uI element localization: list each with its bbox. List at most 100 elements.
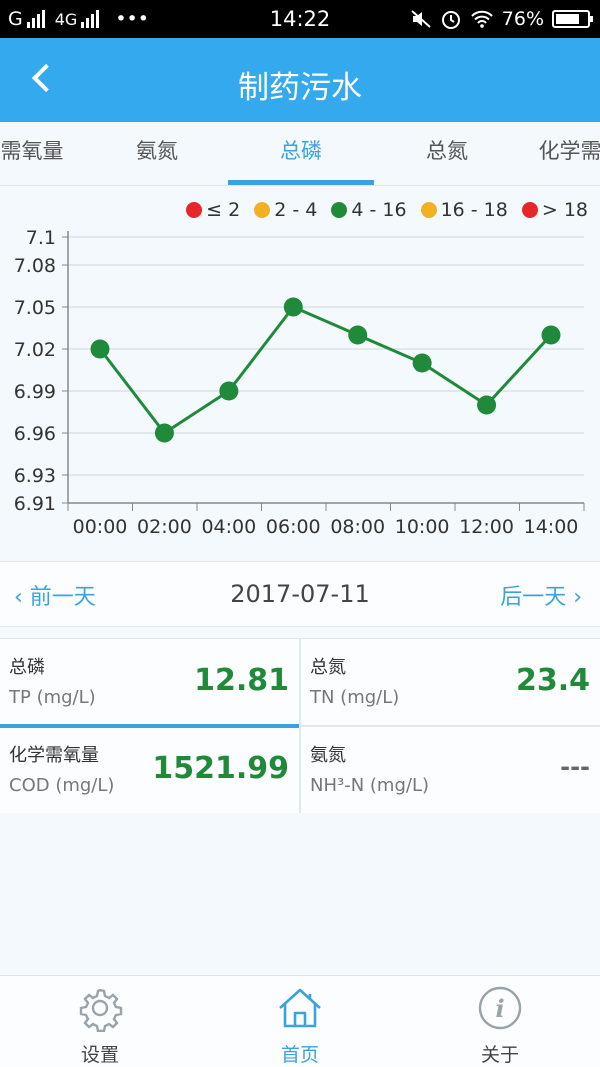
data-point <box>219 381 239 401</box>
metric-unit: NH³-N (mg/L) <box>310 775 429 796</box>
legend-item-le2: ≤ 2 <box>186 199 240 221</box>
data-point <box>348 325 368 345</box>
metric-cell-nh3n[interactable]: 氨氮 NH³-N (mg/L) --- <box>301 727 600 813</box>
x-tick-label: 08:00 <box>330 516 385 538</box>
y-tick-label: 7.02 <box>14 339 56 361</box>
data-point <box>90 339 110 359</box>
data-point <box>477 395 497 415</box>
nav-label: 关于 <box>480 1044 519 1066</box>
metric-tabs: 需氧量 氨氮 总磷 总氮 化学需 <box>0 122 600 186</box>
nav-about[interactable]: i 关于 <box>400 984 600 1067</box>
x-tick-label: 02:00 <box>137 516 192 538</box>
chart-plot-area: 7.1 7.08 7.05 7.02 6.99 6.96 6.93 6.91 00:00 02:0… <box>14 227 585 538</box>
status-right: 76% <box>410 8 593 30</box>
metric-unit: COD (mg/L) <box>9 775 115 796</box>
metric-cell-tn[interactable]: 总氮 TN (mg/L) 23.4 <box>301 639 600 725</box>
current-date: 2017-07-11 <box>230 580 370 608</box>
y-tick-label: 7.08 <box>14 255 56 277</box>
legend-label: ≤ 2 <box>206 199 241 221</box>
metric-value: --- <box>560 753 590 781</box>
app-header: 制药污水 <box>0 38 600 122</box>
signal-icon <box>26 10 45 28</box>
x-tick-label: 06:00 <box>266 516 321 538</box>
legend-item-gt18: > 18 <box>521 199 588 221</box>
info-icon: i <box>478 986 522 1030</box>
active-metric-indicator <box>0 724 299 728</box>
tab-ammonia[interactable]: 氨氮 <box>136 139 178 163</box>
y-tick-label: 6.96 <box>14 423 56 445</box>
status-time: 14:22 <box>269 7 331 31</box>
data-point <box>412 353 432 373</box>
svg-text:i: i <box>495 994 504 1023</box>
divider <box>0 725 600 727</box>
x-tick-label: 10:00 <box>395 516 450 538</box>
alarm-icon <box>441 11 460 29</box>
status-bar: G 4G ••• 14:22 76% <box>0 0 600 38</box>
legend-dot <box>521 202 538 218</box>
battery-icon <box>552 10 593 28</box>
metric-value: 23.4 <box>515 663 590 698</box>
network-label: 4G <box>54 9 78 29</box>
metric-unit: TN (mg/L) <box>310 687 400 708</box>
chart-legend: ≤ 2 2 - 4 4 - 16 16 - 18 > 18 <box>172 199 588 221</box>
bottom-navigation: 设置 首页 i 关于 <box>0 975 600 1067</box>
legend-dot <box>331 202 348 218</box>
y-tick-label: 6.99 <box>14 381 56 403</box>
data-point <box>154 423 174 443</box>
mute-icon <box>411 10 431 28</box>
y-tick-label: 6.93 <box>14 465 56 487</box>
nav-label: 首页 <box>280 1044 319 1066</box>
nav-label: 设置 <box>80 1044 119 1066</box>
legend-item-4-16: 4 - 16 <box>331 199 407 221</box>
legend-dot <box>186 202 203 218</box>
legend-label: 16 - 18 <box>440 199 508 221</box>
gear-icon <box>79 988 123 1033</box>
more-dots: ••• <box>115 8 149 30</box>
metric-cell-cod[interactable]: 化学需氧量 COD (mg/L) 1521.99 <box>0 727 299 813</box>
previous-day-button[interactable]: ‹ 前一天 <box>14 585 96 610</box>
x-tick-label: 14:00 <box>524 516 579 538</box>
x-tick-label: 12:00 <box>459 516 514 538</box>
legend-item-16-18: 16 - 18 <box>420 199 508 221</box>
metric-cell-tp[interactable]: 总磷 TP (mg/L) 12.81 <box>0 639 299 725</box>
metric-name: 总氮 <box>310 657 346 678</box>
home-icon <box>279 988 321 1028</box>
tab-cod[interactable]: 需氧量 <box>0 139 64 163</box>
metric-grid: 总磷 TP (mg/L) 12.81 总氮 TN (mg/L) 23.4 化学需… <box>0 638 600 813</box>
date-navigation: ‹ 前一天 2017-07-11 后一天 › <box>0 561 600 627</box>
tab-total-phosphorus[interactable]: 总磷 <box>280 139 322 163</box>
status-left: G 4G ••• <box>8 8 149 30</box>
battery-percent: 76% <box>501 8 544 30</box>
tab-chemical[interactable]: 化学需 <box>538 139 600 163</box>
legend-dot <box>254 202 271 218</box>
x-tick-label: 00:00 <box>73 516 128 538</box>
legend-label: > 18 <box>541 199 588 221</box>
y-tick-label: 6.91 <box>14 493 56 515</box>
metric-name: 总磷 <box>9 657 45 678</box>
data-point <box>541 325 561 345</box>
nav-home[interactable]: 首页 <box>200 984 400 1067</box>
signal-icon-2 <box>81 10 100 28</box>
metric-name: 化学需氧量 <box>9 745 99 766</box>
legend-item-2-4: 2 - 4 <box>254 199 317 221</box>
metric-unit: TP (mg/L) <box>9 687 96 708</box>
line-chart: ≤ 2 2 - 4 4 - 16 16 - 18 > 18 7.1 7.08 7.0… <box>0 187 600 560</box>
active-tab-indicator <box>228 180 374 185</box>
series-line <box>98 305 553 435</box>
tab-total-nitrogen[interactable]: 总氮 <box>426 139 468 163</box>
wifi-icon <box>471 10 493 28</box>
legend-dot <box>420 202 437 218</box>
y-tick-label: 7.05 <box>14 297 56 319</box>
metric-value: 12.81 <box>194 663 289 698</box>
legend-label: 4 - 16 <box>351 199 407 221</box>
next-day-button[interactable]: 后一天 › <box>500 585 582 610</box>
carrier-label: G <box>8 8 23 30</box>
x-tick-label: 04:00 <box>201 516 256 538</box>
page-title: 制药污水 <box>238 70 362 106</box>
nav-settings[interactable]: 设置 <box>0 984 200 1067</box>
metric-value: 1521.99 <box>152 751 289 786</box>
legend-label: 2 - 4 <box>274 199 318 221</box>
metric-name: 氨氮 <box>310 745 346 766</box>
y-tick-label: 7.1 <box>26 227 56 249</box>
data-point <box>283 297 303 317</box>
